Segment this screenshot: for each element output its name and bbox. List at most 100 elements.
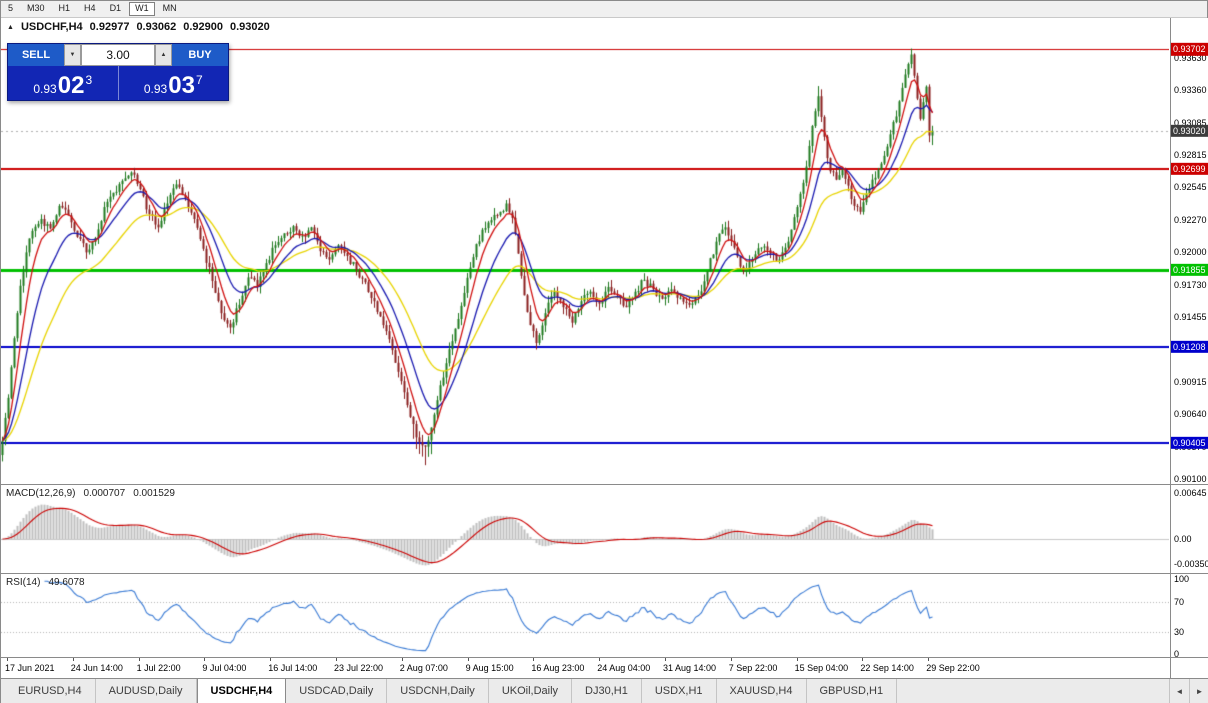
price-level-badge: 0.91855 — [1171, 263, 1208, 276]
timeframe-button-d1[interactable]: D1 — [104, 2, 128, 16]
one-click-prices: 0.93 02 3 0.93 03 7 — [8, 66, 228, 100]
chart-tab-ukoil[interactable]: UKOil,Daily — [489, 679, 573, 703]
macd-scale-tick: 0.00645 — [1174, 487, 1207, 498]
ohlc-close: 0.93020 — [229, 21, 270, 33]
timeframe-button-m30[interactable]: M30 — [21, 2, 51, 16]
time-axis-label: 17 Jun 2021 — [5, 663, 55, 673]
price-scale-tick: 0.90100 — [1174, 473, 1207, 484]
buy-price-display[interactable]: 0.93 03 7 — [119, 66, 229, 100]
time-axis-tick — [204, 658, 206, 661]
rsi-label: RSI(14) 49.6078 — [6, 577, 85, 588]
chart-tab-eurusd[interactable]: EURUSD,H4 — [5, 679, 96, 703]
rsi-value: 49.6078 — [48, 577, 85, 588]
time-axis-label: 1 Jul 22:00 — [136, 663, 181, 673]
lot-size-input[interactable] — [81, 44, 155, 66]
buy-button[interactable]: BUY — [172, 44, 228, 66]
macd-name: MACD(12,26,9) — [6, 488, 76, 499]
symbol-arrow-icon: ▲ — [7, 23, 14, 31]
lot-decrease-button[interactable]: ▼ — [64, 44, 81, 66]
symbol-name: USDCHF,H4 — [20, 21, 83, 33]
timeframe-button-mn[interactable]: MN — [157, 2, 183, 16]
chart-tab-usdcnh[interactable]: USDCNH,Daily — [387, 679, 489, 703]
current-price-badge: 0.93020 — [1171, 124, 1208, 137]
rsi-name: RSI(14) — [6, 577, 41, 588]
timeframe-button-h1[interactable]: H1 — [53, 2, 77, 16]
time-axis-tick — [467, 658, 469, 661]
sell-price-display[interactable]: 0.93 02 3 — [8, 66, 118, 100]
price-scale-tick: 0.91455 — [1174, 312, 1207, 323]
time-axis-tick — [138, 658, 140, 661]
sell-price-prefix: 0.93 — [33, 82, 57, 96]
ohlc-low: 0.92900 — [183, 21, 223, 33]
time-axis-tick — [862, 658, 864, 661]
chart-tab-usdchf[interactable]: USDCHF,H4 — [196, 679, 287, 703]
price-scale-tick: 0.90640 — [1174, 409, 1207, 420]
time-axis-tick — [270, 658, 272, 661]
chart-tab-bar: EURUSD,H4 AUDUSD,Daily USDCHF,H4 USDCAD,Dai… — [1, 678, 1208, 703]
sell-button[interactable]: SELL — [8, 44, 64, 66]
rsi-canvas[interactable] — [1, 574, 1169, 657]
price-scale: 0.93630 0.93360 0.93085 0.92815 0.92545 0.922… — [1170, 18, 1208, 678]
time-axis-tick — [336, 658, 337, 661]
rsi-scale-tick: 30 — [1174, 626, 1185, 637]
price-scale-tick: 0.93085 — [1174, 118, 1207, 129]
time-axis-label: 15 Sep 04:00 — [794, 663, 849, 673]
time-axis-tick — [533, 658, 535, 661]
symbol-ohlc-line: ▲ USDCHF,H4 0.92977 0.93062 0.92900 0.93… — [7, 21, 270, 33]
panel-separator — [1, 573, 1208, 574]
time-axis-label: 29 Sep 22:00 — [926, 663, 980, 673]
time-axis-tick — [599, 658, 601, 661]
chart-tab-gbpusd[interactable]: GBPUSD,H1 — [807, 679, 898, 703]
time-axis-tick — [72, 658, 74, 661]
price-scale-tick: 0.92000 — [1174, 247, 1207, 258]
tab-scroll-controls: ◄ ► — [1169, 679, 1208, 703]
chart-tab-audusd[interactable]: AUDUSD,Daily — [96, 679, 197, 703]
price-level-badge: 0.93702 — [1171, 43, 1208, 56]
tab-scroll-left-icon[interactable]: ◄ — [1169, 679, 1189, 703]
price-divider — [117, 66, 119, 100]
triangle-down-icon: ▼ — [69, 52, 76, 58]
sell-price-pip-digit: 3 — [85, 73, 93, 87]
rsi-scale-tick: 0 — [1174, 649, 1180, 659]
panel-separator — [1, 657, 1208, 658]
time-axis-label: 23 Jul 22:00 — [334, 663, 384, 673]
time-axis-label: 7 Sep 22:00 — [728, 663, 778, 673]
price-scale-tick: 0.93360 — [1174, 85, 1207, 96]
panel-separator — [1, 484, 1208, 485]
timeframe-button-w1[interactable]: W1 — [129, 2, 155, 16]
sell-price-big-digits: 02 — [57, 72, 85, 100]
rsi-scale-tick: 100 — [1174, 574, 1190, 584]
timeframe-button-h4[interactable]: H4 — [78, 2, 102, 16]
time-axis-label: 24 Aug 04:00 — [597, 663, 651, 673]
time-axis-tick — [730, 658, 732, 661]
chart-tab-xauusd[interactable]: XAUUSD,H4 — [717, 679, 807, 703]
price-level-badge: 0.91208 — [1171, 340, 1208, 353]
timeframe-button-5[interactable]: 5 — [2, 2, 19, 16]
price-scale-tick: 0.92545 — [1174, 182, 1207, 193]
time-axis-tick — [796, 658, 798, 661]
lot-increase-button[interactable]: ▲ — [155, 44, 172, 66]
chart-tab-usdcad[interactable]: USDCAD,Daily — [286, 679, 388, 703]
price-scale-tick: 0.90915 — [1174, 376, 1207, 387]
macd-signal-value: 0.001529 — [133, 488, 175, 499]
time-axis-label: 9 Jul 04:00 — [202, 663, 247, 673]
macd-label: MACD(12,26,9) 0.000707 0.001529 — [6, 488, 175, 499]
chart-tab-usdx[interactable]: USDX,H1 — [642, 679, 717, 703]
price-scale-tick: 0.93630 — [1174, 53, 1207, 64]
chart-tab-dj30[interactable]: DJ30,H1 — [572, 679, 642, 703]
chart-window: ▲ USDCHF,H4 0.92977 0.93062 0.92900 0.93… — [1, 18, 1208, 678]
time-axis-tick — [401, 658, 403, 661]
ohlc-open: 0.92977 — [89, 21, 130, 33]
one-click-controls: SELL ▼ ▲ BUY — [8, 44, 228, 66]
time-axis: 17 Jun 2021 24 Jun 14:00 1 Jul 22:00 9 Jul … — [1, 658, 1169, 678]
ohlc-high: 0.93062 — [136, 21, 177, 33]
price-level-badge: 0.92699 — [1171, 162, 1208, 176]
time-axis-label: 16 Aug 23:00 — [531, 663, 585, 673]
buy-price-prefix: 0.93 — [143, 82, 168, 96]
price-level-badge: 0.90405 — [1171, 436, 1208, 449]
macd-canvas[interactable] — [1, 485, 1169, 573]
tab-scroll-right-icon[interactable]: ► — [1189, 679, 1208, 703]
price-scale-tick: 0.92270 — [1174, 215, 1207, 226]
time-axis-label: 31 Aug 14:00 — [663, 663, 717, 673]
